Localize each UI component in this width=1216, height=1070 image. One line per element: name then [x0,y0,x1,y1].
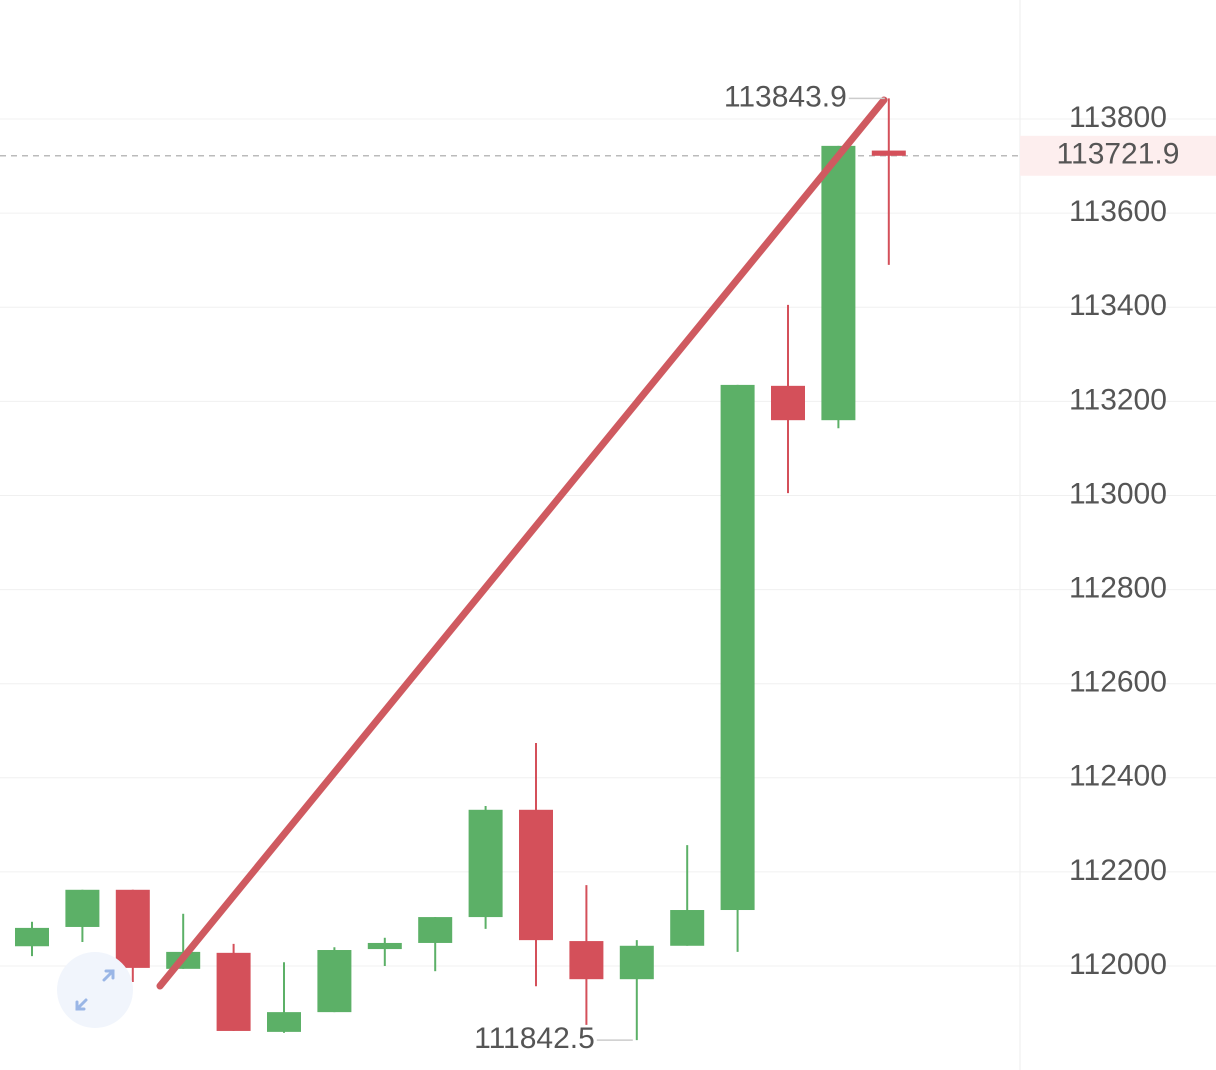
candle-body [720,384,755,911]
candle-body [15,927,49,947]
candles [15,98,906,1041]
candle-body [670,910,705,946]
candle-body [619,945,654,980]
candle-body [821,145,856,421]
candle-body [871,150,906,156]
candle-body [267,1012,301,1032]
y-tick-label: 113600 [1069,195,1167,228]
y-tick-label: 112400 [1069,760,1167,793]
candle-body [216,952,251,1031]
grid [0,118,1216,967]
candle-body [569,941,604,980]
y-tick-label: 112200 [1069,854,1167,887]
y-tick-label: 112000 [1069,948,1167,981]
expand-icon[interactable] [57,952,133,1028]
y-tick-label: 112600 [1069,666,1167,699]
candle-body [418,917,453,943]
candle-body [771,385,805,421]
candle-body [317,950,352,1013]
candle-body [65,889,100,927]
y-tick-label: 113400 [1069,289,1167,322]
trend-line[interactable] [156,96,888,990]
candle-body [519,809,553,941]
y-tick-label: 113800 [1069,101,1167,134]
labels: 112000 112200 112400 112600 112800 113000 1132… [474,80,1216,1055]
last-price-box [1020,135,1216,176]
candle-body [468,809,503,918]
y-tick-label: 112800 [1069,572,1167,605]
y-tick-label: 113000 [1069,477,1167,510]
max-label: 113843.9 [724,80,847,113]
last-price-label: 113721.9 [1057,138,1180,171]
y-tick-label: 113200 [1069,383,1167,416]
candle-body [115,889,150,968]
candle-body [367,942,402,950]
min-label: 111842.5 [474,1022,595,1055]
